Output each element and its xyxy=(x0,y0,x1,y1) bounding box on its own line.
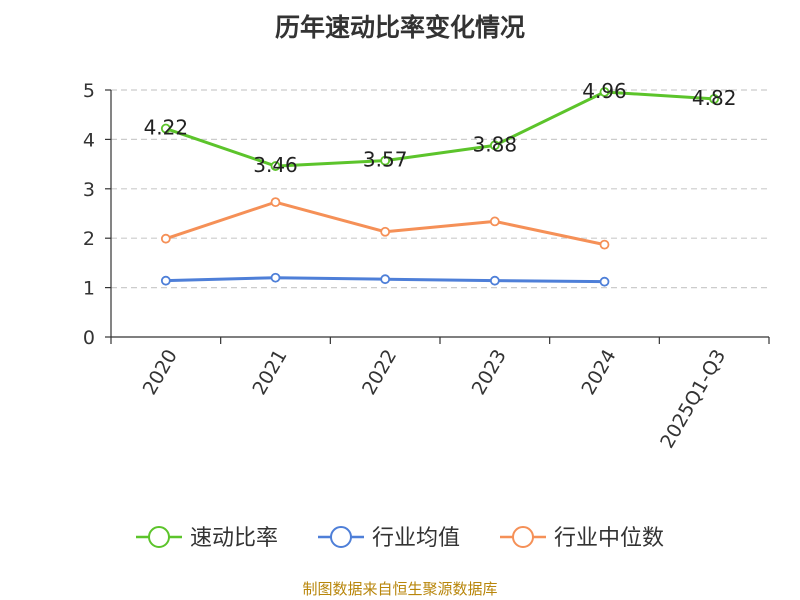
data-point[interactable] xyxy=(709,93,720,104)
data-point[interactable] xyxy=(489,140,500,151)
data-point[interactable] xyxy=(160,233,171,244)
series-line xyxy=(165,90,715,168)
x-tick-label: 2024 xyxy=(577,346,620,399)
legend-item[interactable]: 速动比率 xyxy=(136,526,278,551)
data-point[interactable] xyxy=(380,226,391,237)
x-tick-label: 2021 xyxy=(248,346,291,399)
data-point[interactable] xyxy=(599,276,610,287)
legend-circle-icon xyxy=(512,526,534,548)
data-label-layer: 4.22 3.46 3.57 3.88 4.96 4.82 xyxy=(144,79,737,177)
data-point[interactable] xyxy=(380,274,391,285)
y-tick-label: 4 xyxy=(83,129,95,151)
legend-label: 行业中位数 xyxy=(554,526,664,551)
data-label: 4.96 xyxy=(582,79,627,103)
x-tick-label: 2025Q1-Q3 xyxy=(656,346,730,452)
data-label: 3.46 xyxy=(253,153,298,177)
legend: 速动比率 行业均值 行业中位数 xyxy=(136,526,664,551)
data-point[interactable] xyxy=(160,123,171,134)
x-tick-label: 2023 xyxy=(468,346,511,399)
data-label: 3.88 xyxy=(473,132,518,156)
legend-label: 行业均值 xyxy=(372,526,460,551)
data-point[interactable] xyxy=(270,161,281,171)
data-label: 4.22 xyxy=(144,116,189,140)
legend-label: 速动比率 xyxy=(190,526,278,551)
legend-circle-icon xyxy=(148,526,170,548)
y-tick-label: 2 xyxy=(83,228,95,250)
x-tick-label: 2022 xyxy=(358,346,401,399)
chart-title: 历年速动比率变化情况 xyxy=(274,13,525,42)
data-label: 4.82 xyxy=(692,86,737,110)
data-point[interactable] xyxy=(270,272,281,283)
y-tick-label: 3 xyxy=(83,179,95,201)
data-point[interactable] xyxy=(489,275,500,286)
y-tick-label: 0 xyxy=(83,327,95,349)
legend-circle-icon xyxy=(330,526,352,548)
data-point[interactable] xyxy=(380,155,391,166)
data-point[interactable] xyxy=(599,239,610,250)
y-tick-label: 1 xyxy=(83,278,95,300)
legend-item[interactable]: 行业中位数 xyxy=(500,526,664,551)
data-label: 3.57 xyxy=(363,148,408,172)
x-tick-label: 2020 xyxy=(139,346,182,399)
source-note: 制图数据来自恒生聚源数据库 xyxy=(302,580,498,598)
data-point[interactable] xyxy=(599,87,610,97)
legend-item[interactable]: 行业均值 xyxy=(318,526,460,551)
series-layer xyxy=(160,87,720,287)
data-point[interactable] xyxy=(489,216,500,227)
grid-layer xyxy=(111,89,769,289)
data-point[interactable] xyxy=(160,275,171,286)
y-tick-label: 5 xyxy=(83,80,95,102)
data-point[interactable] xyxy=(270,197,281,208)
